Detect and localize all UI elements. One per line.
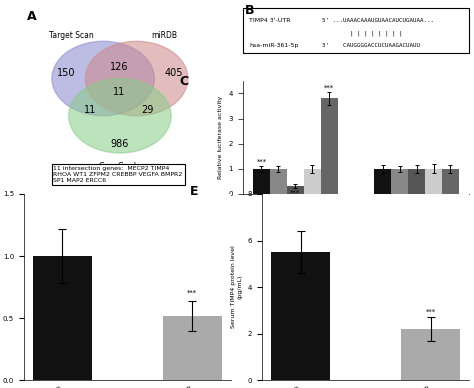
Text: 3'    CAUGGGGACCUCUAAGACUAUU: 3' CAUGGGGACCUCUAAGACUAUU bbox=[322, 43, 420, 48]
Ellipse shape bbox=[85, 41, 188, 116]
FancyBboxPatch shape bbox=[243, 8, 469, 54]
Bar bbox=[163, 316, 221, 380]
Text: 405: 405 bbox=[164, 68, 183, 78]
Bar bbox=[321, 99, 338, 194]
Text: E: E bbox=[190, 185, 198, 198]
Y-axis label: Relative luciferase activity: Relative luciferase activity bbox=[218, 96, 223, 179]
Bar bbox=[401, 329, 460, 380]
Bar bbox=[391, 169, 408, 194]
Text: 11: 11 bbox=[113, 87, 125, 97]
Text: | | | | | | | |: | | | | | | | | bbox=[322, 30, 402, 36]
Text: TIMP4 3'-UTR: TIMP4 3'-UTR bbox=[249, 18, 291, 23]
Bar bbox=[408, 169, 425, 194]
Bar bbox=[253, 169, 270, 194]
Y-axis label: Serum TIMP4 protein level
(pg/mL): Serum TIMP4 protein level (pg/mL) bbox=[231, 246, 242, 329]
Bar bbox=[304, 169, 321, 194]
Text: 126: 126 bbox=[109, 62, 128, 72]
Text: 986: 986 bbox=[111, 139, 129, 149]
Bar bbox=[270, 169, 287, 194]
Ellipse shape bbox=[69, 78, 171, 153]
Text: ***: *** bbox=[187, 290, 197, 296]
Bar bbox=[272, 252, 330, 380]
Text: ***: *** bbox=[256, 159, 266, 165]
Text: 5' ...UAAACAAAUGUAACAUCUGAUAA...: 5' ...UAAACAAAUGUAACAUCUGAUAA... bbox=[322, 18, 434, 23]
Text: ***: *** bbox=[324, 85, 334, 91]
Bar bbox=[374, 169, 391, 194]
Bar bbox=[287, 187, 304, 194]
Text: miRDB: miRDB bbox=[152, 31, 178, 40]
Text: GeneCards: GeneCards bbox=[99, 161, 141, 171]
Text: hsa-miR-361-5p: hsa-miR-361-5p bbox=[249, 43, 299, 48]
Text: A: A bbox=[27, 10, 36, 23]
Bar bbox=[33, 256, 91, 380]
Text: 11 intersection genes:  MECP2 TIMP4
RHOA WT1 ZFPM2 CREBBP VEGFA BMPR2
SP1 MAP2 E: 11 intersection genes: MECP2 TIMP4 RHOA … bbox=[54, 166, 182, 183]
Text: C: C bbox=[179, 75, 188, 88]
Text: B: B bbox=[245, 4, 255, 17]
Bar bbox=[425, 169, 442, 194]
Ellipse shape bbox=[52, 41, 155, 116]
Bar bbox=[442, 169, 459, 194]
Text: ***: *** bbox=[290, 189, 301, 196]
Text: ***: *** bbox=[426, 309, 436, 315]
Text: 11: 11 bbox=[84, 105, 96, 115]
Text: Target Scan: Target Scan bbox=[49, 31, 94, 40]
Text: 29: 29 bbox=[142, 105, 154, 115]
Text: 150: 150 bbox=[56, 68, 75, 78]
